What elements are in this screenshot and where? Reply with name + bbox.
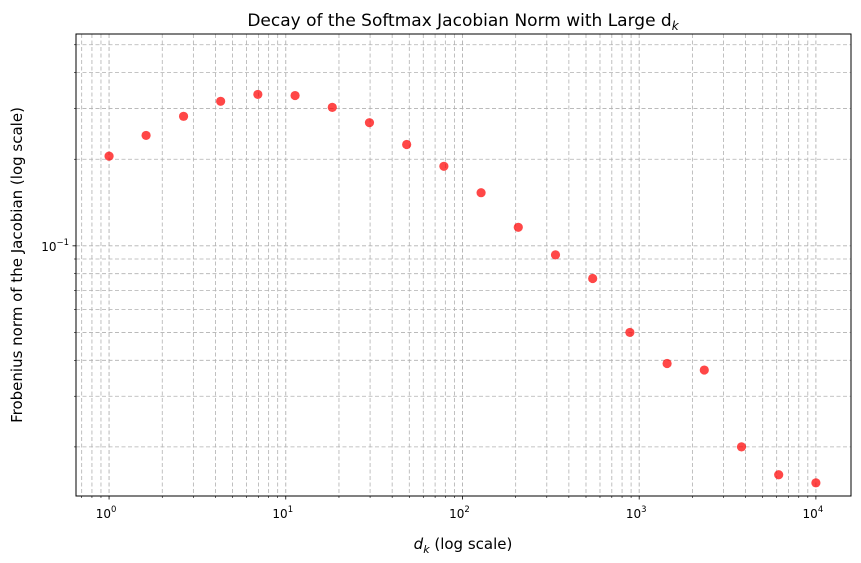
scatter-point (588, 273, 598, 284)
scatter-point (550, 250, 561, 260)
chart-title: Decay of the Softmax Jacobian Norm with … (247, 11, 679, 33)
x-axis-ticks: 100 101 102 103 104 (81, 496, 824, 521)
scatter-point (625, 327, 635, 338)
scatter-point (290, 90, 300, 101)
scatter-point (774, 470, 784, 480)
scatter-point (662, 358, 672, 369)
scatter-point (104, 151, 114, 161)
x-tick-label: 100 (96, 505, 117, 521)
scatter-point (699, 365, 709, 375)
scatter-point (476, 188, 486, 198)
data-points (104, 89, 821, 488)
plot-frame (75, 33, 852, 497)
scatter-point (253, 89, 263, 100)
scatter-point (513, 222, 523, 232)
y-axis-label: Frobenius norm of the Jacobian (log scal… (8, 107, 26, 423)
scatter-point (178, 111, 189, 121)
y-axis-ticks: 10−1 (41, 44, 76, 448)
scatter-point (327, 102, 337, 112)
grid-lines (76, 34, 851, 496)
x-tick-label: 104 (803, 505, 824, 521)
scatter-point (402, 139, 412, 150)
scatter-point (811, 478, 821, 488)
scatter-point (736, 442, 747, 452)
y-tick-label: 10−1 (41, 238, 69, 254)
scatter-point (216, 96, 226, 106)
scatter-point (439, 161, 449, 171)
x-tick-label: 102 (449, 505, 470, 521)
scatter-point (141, 130, 151, 141)
scatter-point (364, 118, 375, 128)
x-tick-label: 103 (626, 505, 647, 521)
x-axis-label: dk (log scale) (414, 535, 513, 556)
x-tick-label: 101 (272, 505, 293, 521)
